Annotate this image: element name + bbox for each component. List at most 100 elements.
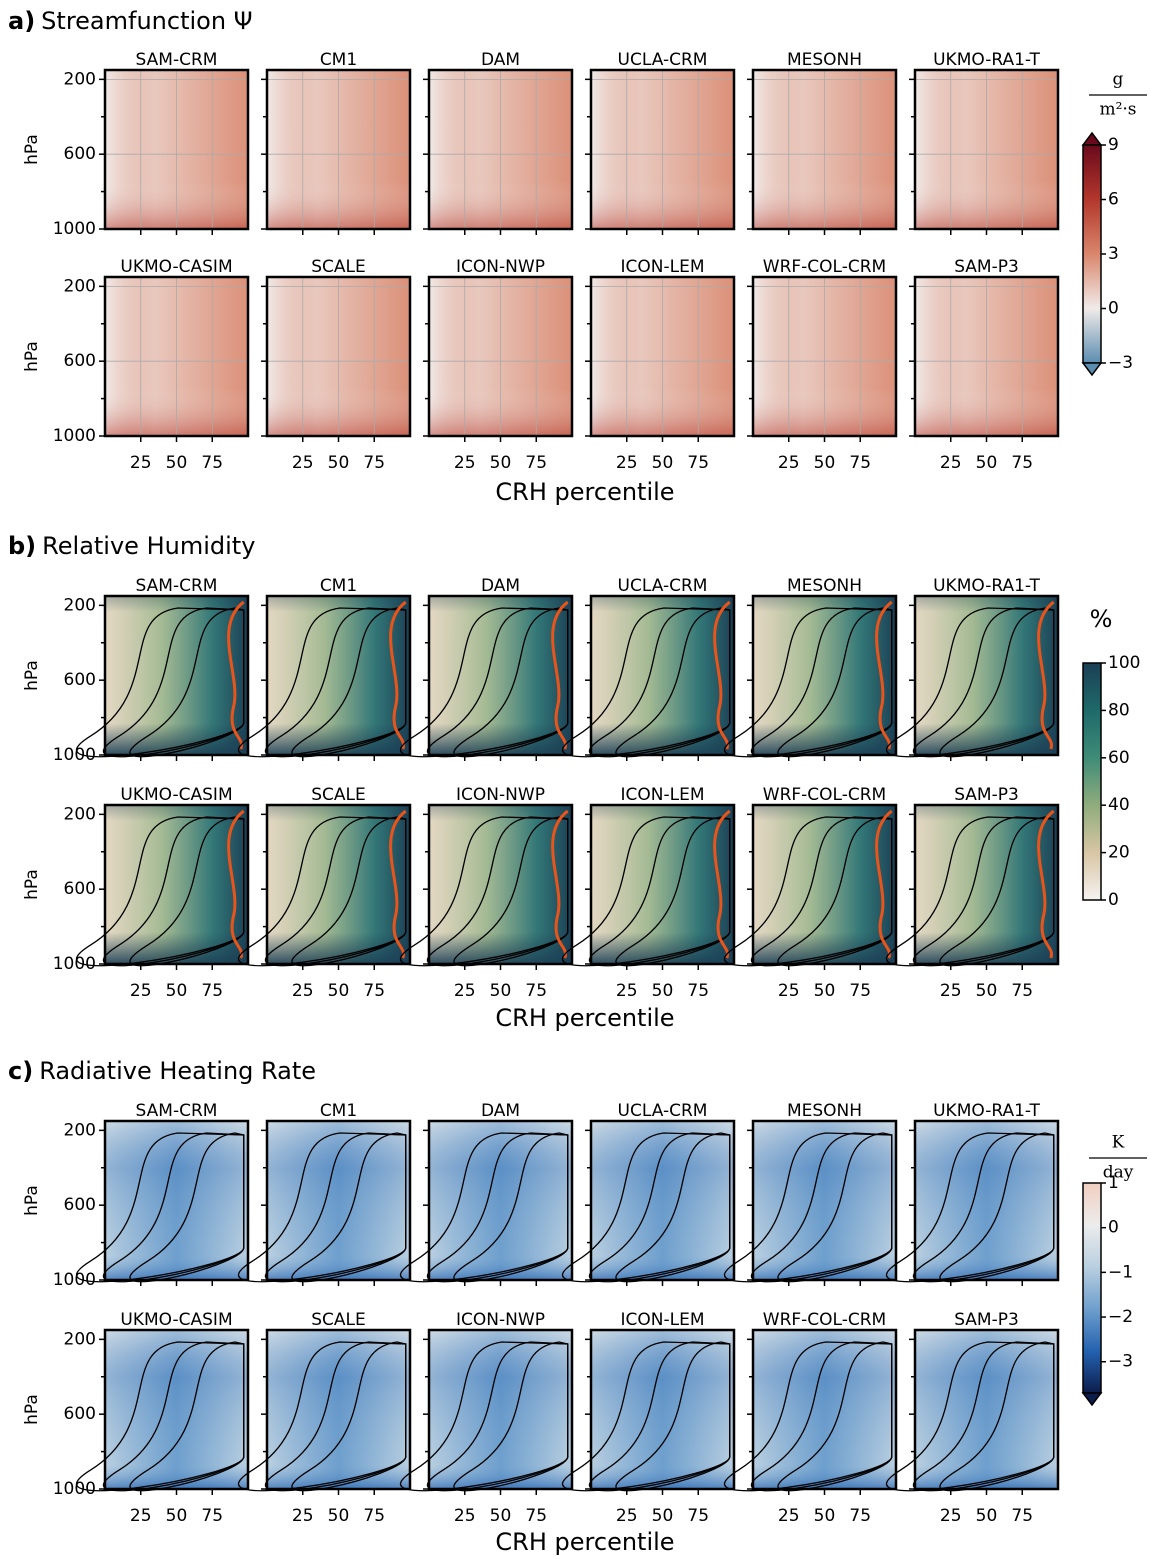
rh-profile: [713, 809, 731, 959]
colorbar-unit: %: [1090, 605, 1113, 633]
y-tick-label: 600: [64, 351, 96, 371]
rh-profile: [875, 809, 893, 959]
contour: [588, 816, 731, 967]
x-tick-label: 50: [652, 453, 674, 473]
x-tick-label: 50: [814, 453, 836, 473]
contour: [102, 1341, 245, 1492]
contour: [426, 1341, 569, 1492]
colorbar-tick-label: 9: [1108, 135, 1119, 155]
x-tick-label: 25: [292, 453, 314, 473]
contour: [291, 1341, 407, 1492]
y-axis-label: hPa: [22, 1394, 42, 1425]
contour: [102, 816, 245, 967]
contour: [264, 1341, 407, 1492]
x-axis-label: CRH percentile: [495, 478, 674, 506]
panel-title: SAM-CRM: [136, 50, 218, 70]
rh-profile: [1037, 600, 1055, 750]
colorbar-extend: [1081, 131, 1103, 146]
contour: [453, 1341, 569, 1492]
x-tick-label: 50: [166, 453, 188, 473]
x-tick-label: 75: [1011, 1506, 1033, 1526]
y-tick-label: 600: [64, 1404, 96, 1424]
contour: [400, 816, 569, 967]
x-tick-label: 25: [454, 981, 476, 1001]
x-axis-label: CRH percentile: [495, 1004, 674, 1032]
y-tick-label: 1000: [53, 219, 96, 239]
contour: [615, 607, 731, 758]
colorbar-tick-label: 20: [1108, 843, 1130, 863]
rh-profile: [713, 600, 731, 750]
contour: [76, 816, 245, 967]
contour: [76, 1341, 245, 1492]
panel-title: ICON-LEM: [621, 1310, 705, 1330]
contour: [777, 1132, 893, 1283]
panel-title: CM1: [320, 576, 357, 596]
x-tick-label: 25: [292, 981, 314, 1001]
x-tick-label: 75: [363, 981, 385, 1001]
contour: [426, 816, 569, 967]
x-tick-label: 25: [778, 981, 800, 1001]
x-tick-label: 50: [490, 981, 512, 1001]
rh-profile: [389, 600, 407, 750]
contour: [562, 607, 731, 758]
rh-profile: [227, 809, 245, 959]
y-tick-label: 1000: [53, 745, 96, 765]
panel-title: ICON-LEM: [621, 257, 705, 277]
section-title: c) Radiative Heating Rate: [8, 1057, 316, 1085]
x-tick-label: 75: [687, 453, 709, 473]
x-tick-label: 75: [525, 1506, 547, 1526]
contour: [426, 1132, 569, 1283]
y-tick-label: 1000: [53, 954, 96, 974]
contour: [238, 1341, 407, 1492]
y-tick-label: 1000: [53, 1270, 96, 1290]
colorbar-tick-label: 100: [1108, 653, 1140, 673]
colorbar-unit-bottom: day: [1103, 1163, 1134, 1183]
x-tick-label: 25: [454, 1506, 476, 1526]
y-tick-label: 200: [64, 804, 96, 824]
contour: [724, 607, 893, 758]
colorbar-unit-top: K: [1112, 1133, 1125, 1153]
y-axis-label: hPa: [22, 869, 42, 900]
x-tick-label: 50: [166, 1506, 188, 1526]
y-tick-label: 200: [64, 595, 96, 615]
panel-title: ICON-LEM: [621, 785, 705, 805]
contour: [562, 1132, 731, 1283]
y-tick-label: 200: [64, 1329, 96, 1349]
rh-profile: [389, 809, 407, 959]
rh-profile: [875, 600, 893, 750]
contour: [562, 1341, 731, 1492]
contour: [291, 1132, 407, 1283]
contour: [777, 607, 893, 758]
colorbar-unit-top: g: [1113, 70, 1124, 90]
colorbar-tick-label: 1: [1108, 1173, 1119, 1193]
contour: [291, 607, 407, 758]
contour: [129, 607, 245, 758]
contour: [400, 1132, 569, 1283]
contour: [886, 1341, 1055, 1492]
x-tick-label: 50: [490, 453, 512, 473]
contour: [426, 607, 569, 758]
y-tick-label: 600: [64, 1195, 96, 1215]
panel-title: ICON-NWP: [456, 1310, 545, 1330]
x-tick-label: 75: [687, 1506, 709, 1526]
panel-title: UCLA-CRM: [618, 50, 708, 70]
panel-title: UCLA-CRM: [618, 576, 708, 596]
colorbar: [1082, 144, 1102, 364]
contour: [588, 1341, 731, 1492]
colorbar-tick-label: 3: [1108, 244, 1119, 264]
contour: [912, 816, 1055, 967]
x-axis-label: CRH percentile: [495, 1528, 674, 1556]
panel-title: DAM: [481, 576, 520, 596]
x-tick-label: 25: [130, 981, 152, 1001]
x-tick-label: 50: [814, 1506, 836, 1526]
panel-title: UKMO-CASIM: [120, 257, 232, 277]
rh-profile: [551, 809, 569, 959]
section-letter: b): [8, 532, 36, 560]
panel-title: SCALE: [311, 785, 366, 805]
contour: [939, 607, 1055, 758]
contour: [777, 1341, 893, 1492]
x-tick-label: 50: [652, 981, 674, 1001]
y-tick-label: 600: [64, 670, 96, 690]
colorbar-tick-label: 80: [1108, 700, 1130, 720]
